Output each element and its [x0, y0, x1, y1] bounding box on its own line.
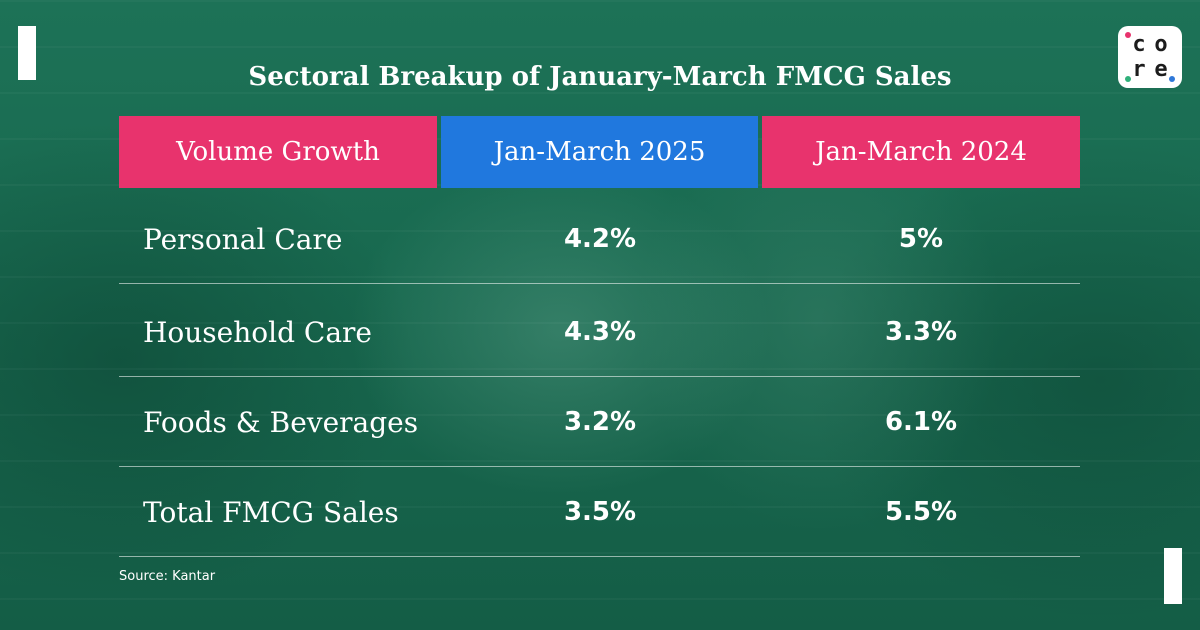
- logo-letter-r: r: [1132, 56, 1146, 82]
- header-volume-growth: Volume Growth: [119, 116, 437, 188]
- chart-title: Sectoral Breakup of January-March FMCG S…: [248, 62, 952, 92]
- value-2024: 3.3%: [884, 317, 958, 347]
- logo-dot-green: [1125, 76, 1131, 82]
- logo-dot-blue: [1169, 76, 1175, 82]
- value-2025: 3.5%: [563, 497, 637, 527]
- header-jan-march-2024: Jan-March 2024: [762, 116, 1080, 188]
- value-2025: 4.2%: [563, 224, 637, 254]
- source-note: Source: Kantar: [119, 569, 216, 584]
- row-label: Household Care: [143, 315, 372, 349]
- row-divider: [119, 466, 1080, 467]
- decorative-bar-top-left: [18, 26, 36, 80]
- row-divider: [119, 556, 1080, 557]
- core-logo: c o r e: [1118, 26, 1182, 88]
- value-2025: 4.3%: [563, 317, 637, 347]
- logo-letter-e: e: [1154, 56, 1168, 82]
- value-2025: 3.2%: [563, 407, 637, 437]
- logo-dot-pink: [1125, 32, 1131, 38]
- row-divider: [119, 376, 1080, 377]
- row-label: Personal Care: [143, 222, 343, 256]
- decorative-bar-bottom-right: [1164, 548, 1182, 604]
- row-label: Foods & Beverages: [143, 405, 419, 439]
- value-2024: 5%: [898, 224, 944, 254]
- value-2024: 5.5%: [884, 497, 958, 527]
- row-label: Total FMCG Sales: [143, 495, 399, 529]
- value-2024: 6.1%: [884, 407, 958, 437]
- logo-letter-o: o: [1154, 31, 1168, 57]
- table-row: Personal Care 4.2% 5%: [119, 194, 1080, 284]
- table-row: Foods & Beverages 3.2% 6.1%: [119, 377, 1080, 467]
- logo-letter-c: c: [1132, 31, 1146, 57]
- header-jan-march-2025: Jan-March 2025: [441, 116, 758, 188]
- row-divider: [119, 283, 1080, 284]
- table-row: Total FMCG Sales 3.5% 5.5%: [119, 467, 1080, 557]
- table-row: Household Care 4.3% 3.3%: [119, 287, 1080, 377]
